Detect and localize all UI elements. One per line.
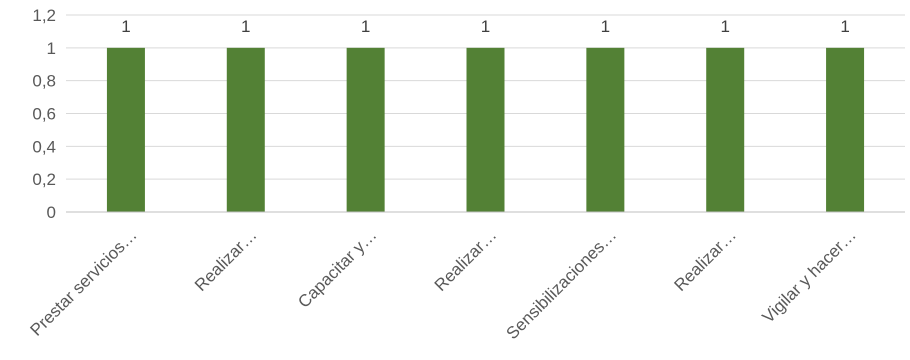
y-tick-label: 0 xyxy=(47,203,56,222)
data-label: 1 xyxy=(361,17,370,36)
x-axis-category-labels: Prestar servicios… Realizar… Capacitar y… R… xyxy=(26,225,859,343)
data-label: 1 xyxy=(121,17,130,36)
bar xyxy=(466,47,505,213)
y-tick-label: 1 xyxy=(47,39,56,58)
bar xyxy=(226,47,265,213)
y-tick-label: 1,2 xyxy=(32,6,56,25)
x-category-label: Realizar… xyxy=(431,225,501,295)
y-tick-label: 0,6 xyxy=(32,105,56,124)
y-tick-label: 0,2 xyxy=(32,170,56,189)
x-category-label: Prestar servicios… xyxy=(26,225,140,339)
data-label: 1 xyxy=(601,17,610,36)
data-labels: 1 1 1 1 1 1 1 xyxy=(121,17,850,36)
bars xyxy=(106,47,865,213)
data-label: 1 xyxy=(481,17,490,36)
y-tick-label: 0,8 xyxy=(32,72,56,91)
data-label: 1 xyxy=(720,17,729,36)
bar xyxy=(826,47,865,213)
data-label: 1 xyxy=(241,17,250,36)
bar xyxy=(106,47,145,213)
x-category-label: Realizar… xyxy=(191,225,261,295)
x-category-label: Sensibilizaciones… xyxy=(503,225,621,343)
bar xyxy=(586,47,625,213)
bar xyxy=(346,47,385,213)
bar xyxy=(706,47,745,213)
y-axis-tick-labels: 0 0,2 0,4 0,6 0,8 1 1,2 xyxy=(32,6,56,222)
x-category-label: Vigilar y hacer… xyxy=(758,225,859,326)
x-category-label: Capacitar y… xyxy=(294,225,380,311)
x-category-label: Realizar… xyxy=(670,225,740,295)
data-label: 1 xyxy=(840,17,849,36)
y-tick-label: 0,4 xyxy=(32,137,56,156)
